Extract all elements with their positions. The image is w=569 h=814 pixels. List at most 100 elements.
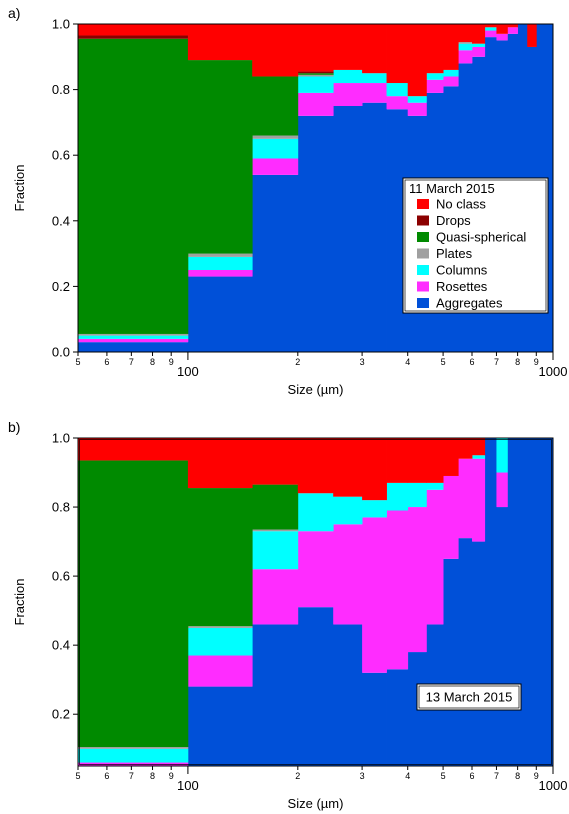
y-tick-label: 0.2 [52,279,70,294]
x-minor-tick-label: 3 [360,357,365,367]
legend-entry: Plates [436,246,473,261]
bar-no-class [407,438,427,483]
bar-no-class [458,438,473,459]
y-tick-label: 0.4 [52,213,70,228]
legend-box-inner [404,179,547,312]
bar-columns [407,482,427,508]
stacked-bars [78,438,553,766]
x-minor-tick-label: 6 [104,771,109,781]
bar-plates [78,333,189,336]
bar-aggregates [527,438,537,766]
bar-aggregates [544,438,553,766]
x-minor-tick-label: 6 [469,771,474,781]
bar-rosettes [386,96,409,110]
bar-no-class [507,24,519,28]
bar-no-class [297,438,334,494]
bar-aggregates [333,624,363,766]
bar-no-class [362,438,387,501]
x-minor-tick-label: 6 [469,357,474,367]
x-minor-tick-label: 8 [515,357,520,367]
y-tick-label: 0.0 [52,345,70,360]
bar-columns [78,335,189,339]
x-axis-label: Size (µm) [288,796,344,811]
bar-no-class [426,24,444,74]
bar-rosettes [333,83,363,106]
bar-columns [333,69,363,84]
plot-frame-inner [79,439,552,765]
bar-aggregates [297,115,334,352]
x-minor-tick-label: 5 [441,771,446,781]
bar-aggregates [187,276,253,352]
bar-plates [187,253,253,257]
bar-quasi-spherical [252,484,299,530]
bar-no-class [386,438,409,483]
bar-no-class [333,24,363,70]
bar-columns [386,83,409,97]
x-minor-tick-label: 5 [441,357,446,367]
x-minor-tick-label: 3 [360,771,365,781]
bar-quasi-spherical [78,38,189,334]
bar-rosettes [458,50,473,64]
y-tick-label: 0.6 [52,148,70,163]
plot-frame [77,437,554,767]
bar-rosettes [333,524,363,625]
bar-rosettes [252,158,299,175]
x-minor-tick-label: 7 [129,771,134,781]
bar-rosettes [252,569,299,625]
bar-columns [472,455,486,459]
bar-columns [362,500,387,518]
bar-no-class [443,438,459,476]
bar-no-class [527,24,537,47]
bar-quasi-spherical [297,73,334,75]
bar-columns [252,531,299,570]
y-tick-label: 0.8 [52,82,70,97]
bar-plates [78,747,189,749]
x-minor-tick-label: 9 [534,357,539,367]
bar-columns [484,27,497,31]
bar-rosettes [297,92,334,116]
bar-no-class [386,24,409,84]
annotation-text: 13 March 2015 [426,690,513,705]
bar-aggregates [544,24,553,352]
bar-plates [458,42,473,44]
annotation-box [416,683,522,711]
bar-rosettes [386,510,409,670]
bar-rosettes [78,338,189,343]
bar-rosettes [407,102,427,116]
bar-rosettes [187,655,253,687]
x-minor-tick-label: 4 [405,357,410,367]
bar-aggregates [484,438,497,766]
bar-rosettes [496,472,508,508]
bar-rosettes [507,27,519,34]
bar-rosettes [484,30,497,38]
bar-columns [297,76,334,93]
bar-columns [252,138,299,159]
panel-label: a) [8,5,20,21]
bar-aggregates [297,607,334,766]
plot-frame [77,23,554,353]
bar-no-class [333,438,363,497]
bar-rosettes [496,33,508,41]
y-axis-label: Fraction [12,579,27,626]
y-tick-label: 0.6 [52,569,70,584]
bar-columns [362,73,387,84]
bar-no-class [458,24,473,43]
legend-swatch [417,281,429,292]
bar-aggregates [407,652,427,766]
y-tick-label: 0.2 [52,707,70,722]
bar-rosettes [443,475,459,559]
x-axis-label: Size (µm) [288,382,344,397]
bar-no-class [78,24,189,36]
x-major-tick-label: 1000 [539,364,568,379]
bar-aggregates [362,672,387,766]
x-minor-tick-label: 7 [494,771,499,781]
bar-aggregates [507,438,519,766]
bar-columns [407,96,427,103]
x-minor-tick-label: 6 [104,357,109,367]
legend-swatch [417,298,429,308]
bar-aggregates [78,342,189,352]
y-tick-label: 1.0 [52,17,70,32]
bar-rosettes [362,517,387,673]
